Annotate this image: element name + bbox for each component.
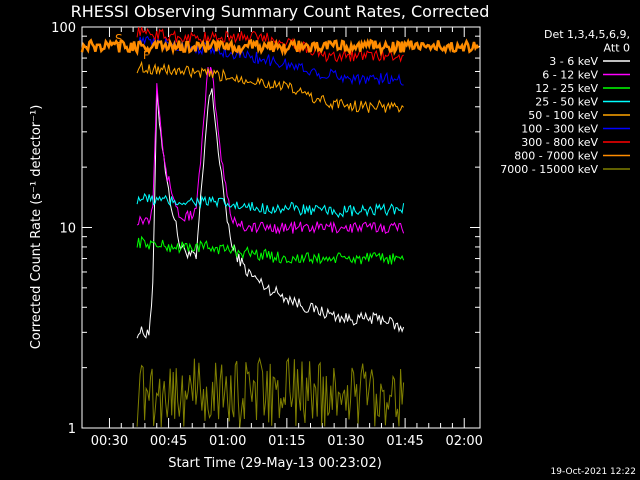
x-tick-label: 01:00 [209, 434, 246, 449]
flag-letter-f: F [143, 49, 149, 62]
series-line [80, 37, 480, 57]
flag-letter-s: S [115, 32, 123, 46]
date-stamp: 19-Oct-2021 12:22 [551, 467, 636, 477]
x-tick-label: 00:45 [150, 434, 187, 449]
y-axis-label: Corrected Count Rate (s⁻¹ detector⁻¹) [29, 105, 44, 350]
x-tick-label: 01:15 [268, 434, 305, 449]
legend-label: 6 - 12 keV [542, 69, 598, 82]
x-tick-label: 00:30 [91, 434, 128, 449]
series-line [136, 88, 405, 339]
series-line [136, 356, 405, 428]
legend-header: Det 1,3,4,5,6,9, [544, 28, 630, 41]
legend-label: 3 - 6 keV [549, 55, 598, 68]
plot-area: 1 10 100 00:30 00:45 01:00 01:15 01:30 01:45 02:0… [51, 21, 483, 449]
legend-label: 25 - 50 keV [535, 96, 598, 109]
series-line [136, 192, 405, 219]
chart-title: RHESSI Observing Summary Count Rates, Co… [71, 2, 490, 21]
series-line [136, 66, 405, 235]
y-tick-label: 1 [68, 422, 76, 437]
x-tick-label: 01:30 [327, 434, 364, 449]
legend-header: Att 0 [604, 42, 630, 55]
legend-label: 7000 - 15000 keV [500, 163, 598, 176]
legend-label: 100 - 300 keV [521, 123, 598, 136]
y-tick-label: 100 [51, 21, 76, 36]
x-tick-label: 02:00 [445, 434, 482, 449]
y-tick-label: 10 [59, 222, 76, 237]
legend-label: 12 - 25 keV [535, 82, 598, 95]
legend-label: 800 - 7000 keV [514, 150, 598, 163]
legend-label: 300 - 800 keV [521, 136, 598, 149]
series-line [136, 235, 405, 265]
x-axis-label: Start Time (29-May-13 00:23:02) [168, 456, 382, 471]
series-line [136, 60, 404, 113]
x-tick-label: 01:45 [386, 434, 423, 449]
legend-label: 50 - 100 keV [528, 109, 598, 122]
